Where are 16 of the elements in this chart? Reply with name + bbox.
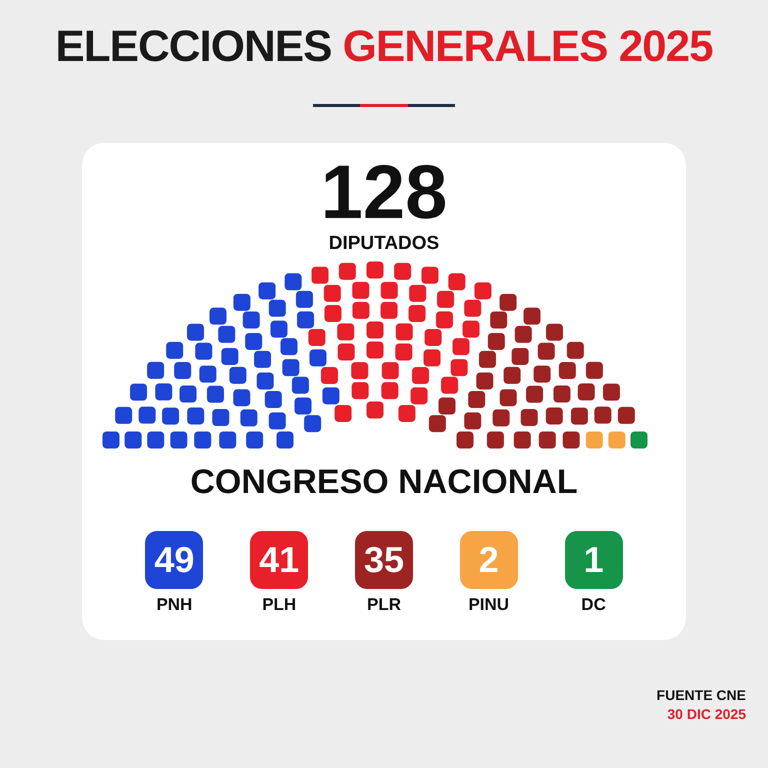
source-note: FUENTE CNE bbox=[656, 686, 746, 705]
category-label: DC bbox=[581, 595, 606, 615]
category-label: PNH bbox=[156, 595, 192, 615]
text: CONGRESO NACIONAL bbox=[189, 463, 579, 502]
data-label: 41 bbox=[250, 531, 308, 589]
data-label: 1 bbox=[564, 531, 623, 589]
data-label: 35 bbox=[354, 531, 413, 589]
text: DIPUTADOS bbox=[328, 233, 440, 255]
category-label: PLR bbox=[366, 595, 401, 615]
category-label: PINU bbox=[468, 595, 510, 615]
data-label: 49 bbox=[145, 531, 204, 589]
text: 30 DIC 2025 bbox=[666, 704, 746, 724]
data-label: 2 bbox=[460, 531, 518, 589]
text: ELECCIONES GENERALES 2025 bbox=[55, 22, 713, 71]
text: 128 bbox=[320, 150, 448, 235]
category-label: PLH bbox=[262, 595, 296, 615]
